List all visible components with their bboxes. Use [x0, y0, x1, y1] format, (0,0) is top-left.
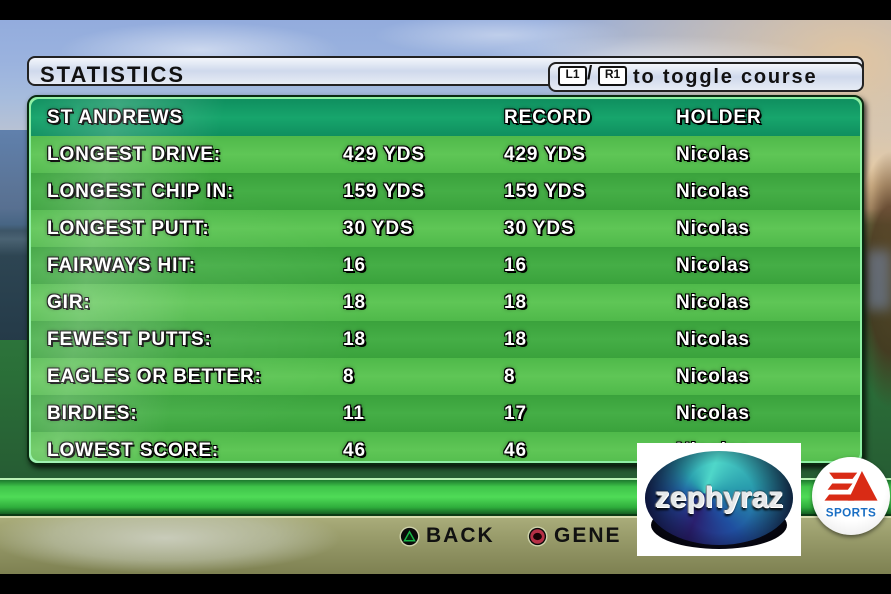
svg-text:SPORTS: SPORTS	[826, 506, 876, 519]
